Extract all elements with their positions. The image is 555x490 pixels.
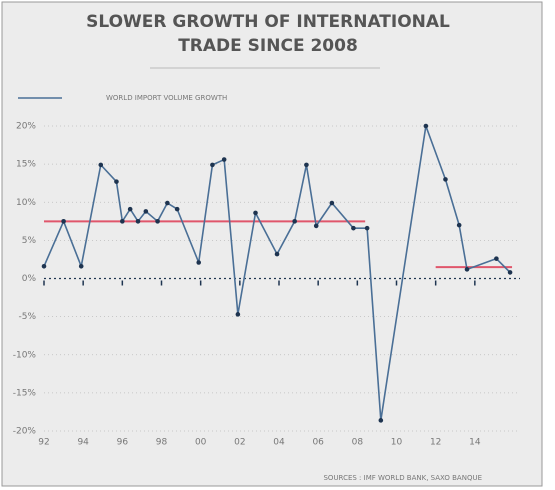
point: [78, 264, 84, 269]
x-tick-label: 06: [312, 438, 324, 448]
point: [313, 223, 319, 229]
point: [143, 209, 149, 214]
point: [98, 162, 104, 168]
point: [114, 179, 119, 184]
chart-title: SLOWER GROWTH OF INTERNATIONAL: [86, 12, 450, 32]
point: [507, 270, 513, 275]
y-tick-label: 10%: [16, 198, 36, 208]
point: [423, 123, 429, 129]
x-tick-label: 02: [234, 438, 245, 448]
point: [155, 219, 160, 224]
point: [351, 225, 356, 231]
point: [253, 210, 258, 216]
point: [292, 219, 297, 224]
x-tick-label: 98: [156, 438, 168, 448]
y-tick-label: -15%: [13, 388, 37, 398]
y-tick-label: 5%: [22, 236, 37, 246]
point: [329, 200, 335, 206]
legend-label: WORLD IMPORT VOLUME GROWTH: [106, 94, 227, 102]
y-tick-label: -20%: [13, 427, 37, 437]
point: [165, 200, 170, 206]
y-tick-label: -10%: [13, 350, 37, 360]
x-tick-label: 96: [117, 438, 129, 448]
point: [174, 206, 180, 212]
point: [274, 251, 280, 257]
x-tick-label: 12: [430, 438, 441, 448]
point: [304, 162, 309, 168]
point: [135, 219, 141, 224]
x-tick-label: 10: [391, 438, 403, 448]
point: [210, 162, 215, 168]
point: [364, 225, 370, 231]
point: [494, 256, 499, 261]
point: [41, 264, 47, 269]
y-tick-label: 0%: [22, 274, 37, 284]
point: [61, 219, 66, 224]
y-tick-label: 20%: [16, 122, 36, 132]
point: [456, 222, 462, 228]
x-tick-label: 04: [273, 438, 285, 448]
chart-title: TRADE SINCE 2008: [178, 36, 358, 56]
point: [120, 219, 125, 224]
x-tick-label: 08: [352, 438, 364, 448]
point: [464, 267, 470, 272]
point: [443, 177, 448, 182]
point: [235, 312, 241, 317]
point: [127, 206, 133, 212]
y-tick-label: -5%: [18, 312, 36, 322]
x-tick-label: 00: [195, 438, 207, 448]
x-tick-label: 14: [469, 438, 481, 448]
x-tick-label: 92: [38, 438, 49, 448]
point: [378, 418, 384, 423]
point: [196, 260, 202, 265]
x-tick-label: 94: [77, 438, 89, 448]
source: SOURCES : IMF WORLD BANK, SAXO BANQUE: [323, 474, 482, 482]
point: [221, 157, 227, 162]
y-tick-label: 15%: [16, 160, 36, 170]
